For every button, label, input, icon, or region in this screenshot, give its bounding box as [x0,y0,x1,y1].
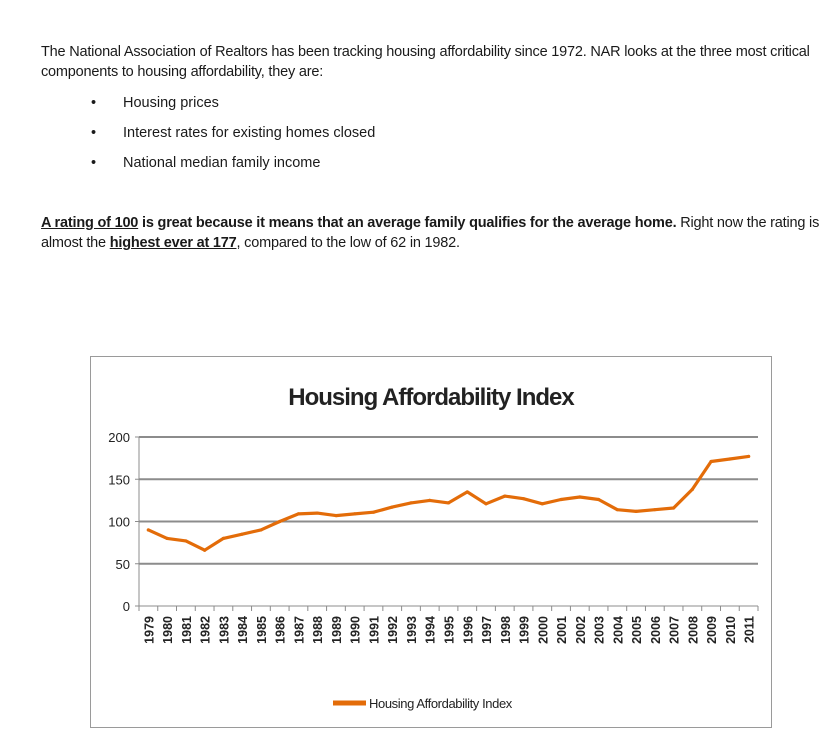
x-tick-label: 2002 [574,616,588,644]
rating-100-emphasis: A rating of 100 [41,215,139,231]
rating-text: Right now the rating is almost the [41,215,820,251]
data-point [446,501,451,505]
x-tick-label: 2001 [555,616,569,644]
x-tick-label: 1983 [217,616,231,644]
data-point [465,490,469,494]
x-tick-label: 1992 [386,616,400,644]
data-point [221,536,226,540]
x-tick-label: 1985 [255,616,269,644]
x-tick-label: 2004 [611,616,625,644]
x-tick-label: 1990 [349,616,363,644]
data-point [671,506,676,510]
rating-text-end: , compared to the low of 62 in 1982. [236,235,461,251]
x-tick-label: 1999 [518,616,532,644]
data-point [165,536,169,540]
highest-ever-emphasis: highest ever at 177 [109,235,237,251]
x-tick-label: 2008 [686,616,700,644]
x-tick-label: 1998 [499,616,513,644]
x-tick-label: 1988 [311,616,325,644]
x-tick-label: 1979 [142,616,156,644]
data-point [540,502,544,506]
x-tick-label: 1980 [161,616,175,644]
data-point [371,510,376,514]
data-point [428,498,432,502]
x-tick-label: 2006 [649,616,663,644]
x-tick-label: 1981 [180,616,194,644]
data-point [728,457,732,461]
y-tick-label: 50 [116,557,130,572]
x-tick-label: 2007 [668,616,682,644]
y-tick-label: 200 [108,430,130,445]
x-tick-label: 2005 [630,616,644,644]
x-tick-label: 1996 [461,616,475,644]
data-point [353,512,357,516]
x-tick-label: 1989 [330,616,344,644]
data-point [203,548,207,552]
data-point [409,501,413,505]
data-point [259,528,263,532]
x-tick-label: 1984 [236,616,250,644]
data-point [559,497,563,502]
data-point [296,512,301,516]
data-point [240,532,244,536]
y-tick-label: 100 [108,515,130,530]
x-tick-label: 1987 [292,616,306,644]
data-point [184,539,188,543]
x-tick-label: 1982 [199,616,213,644]
data-point [315,511,319,515]
data-point [521,497,526,501]
data-point [690,487,694,491]
chart-title: Housing Affordability Index [288,384,575,411]
data-point [747,454,751,459]
x-tick-label: 1994 [424,616,438,644]
data-point [390,505,394,509]
data-point [634,509,638,513]
x-tick-label: 1991 [367,616,381,644]
rating-paragraph: A rating of 100 is great because it mean… [41,213,831,253]
rating-explanation: is great because it means that an averag… [138,215,677,231]
data-point [146,528,150,532]
x-tick-label: 2011 [743,616,757,643]
intro-paragraph: The National Association of Realtors has… [41,44,810,80]
data-point [596,497,601,502]
data-point [484,502,488,506]
legend-label: Housing Affordability Index [369,696,513,711]
data-point [503,494,507,498]
chart-container: Housing Affordability Index 0 50 100 150 200… [90,356,772,728]
y-tick-label: 150 [108,472,130,487]
x-tick-label: 1986 [274,616,288,644]
data-point [653,508,657,512]
housing-affordability-chart: Housing Affordability Index 0 50 100 150 200… [108,384,759,711]
data-point [278,519,282,524]
x-tick-label: 1997 [480,616,494,644]
x-tick-label: 1995 [443,616,457,644]
x-tick-label: 2003 [593,616,607,644]
data-point [578,495,582,499]
data-point [334,513,338,518]
data-point [709,459,713,464]
x-tick-label: 1993 [405,616,419,644]
x-tick-label: 2009 [705,616,719,644]
x-tick-label: 2010 [724,616,738,644]
data-point [615,508,619,512]
y-tick-label: 0 [123,599,130,614]
x-tick-label: 2000 [536,616,550,644]
